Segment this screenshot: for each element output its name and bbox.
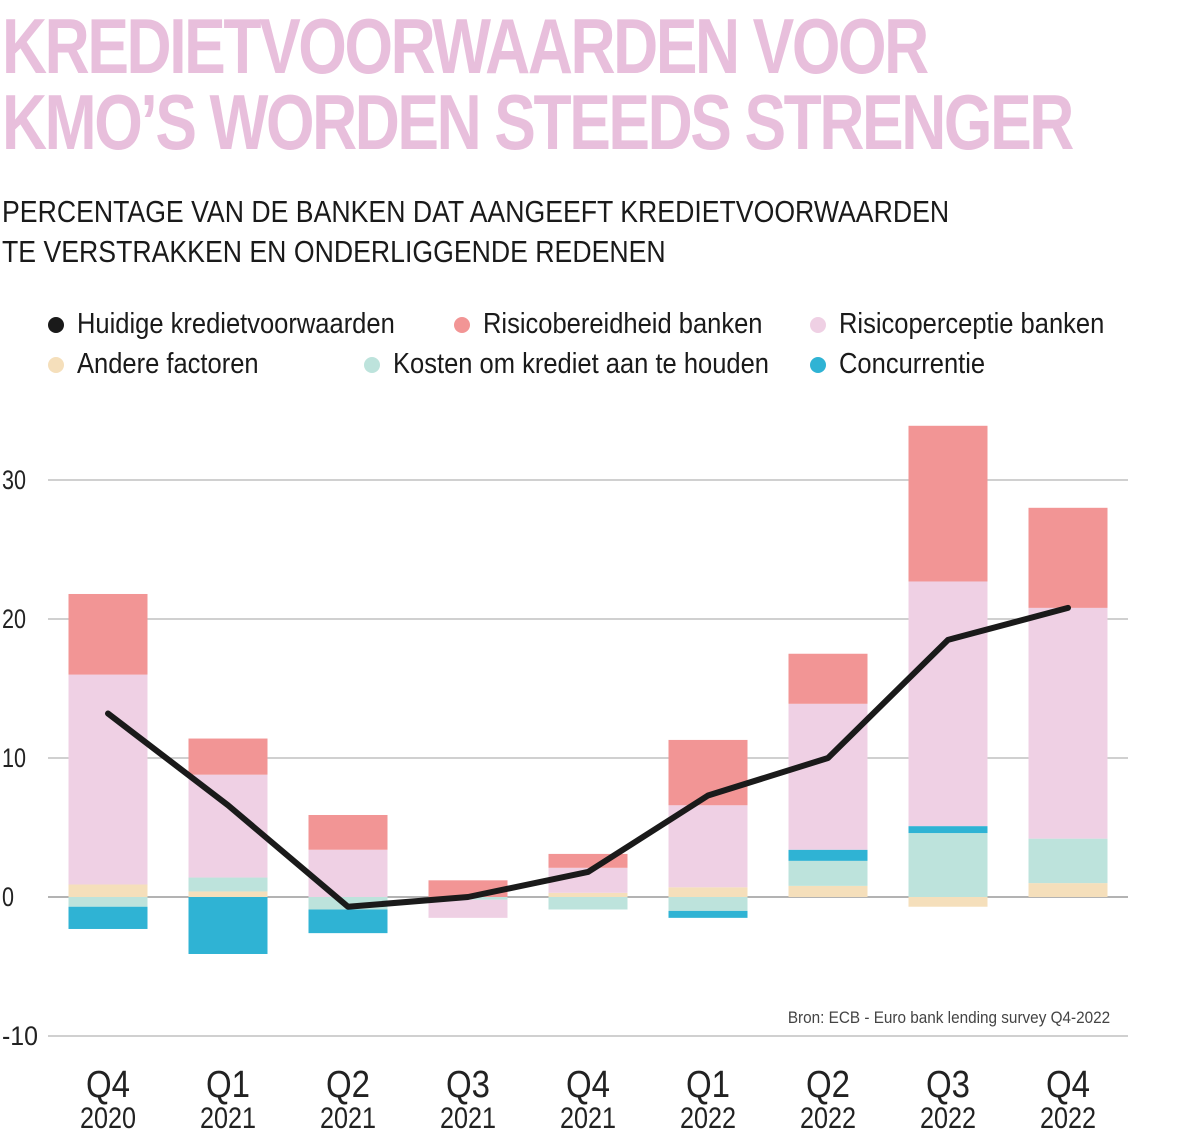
bar-segment-kosten-om-krediet-aan-te-houden — [548, 897, 628, 910]
bar-segment-risicoperceptie-banken — [68, 674, 148, 885]
x-tick-label-year: 2022 — [920, 1102, 976, 1135]
bar-segment-risicobereidheid-banken — [788, 653, 868, 704]
bar-segment-concurrentie — [668, 910, 748, 918]
chart-title: KREDIETVOORWAARDEN VOOR KMO’S WORDEN STE… — [2, 2, 1074, 166]
legend-swatch-concurrentie — [810, 356, 826, 373]
bar-segment-risicobereidheid-banken — [308, 814, 388, 850]
bar-segment-risicobereidheid-banken — [188, 738, 268, 775]
x-tick-label-quarter: Q2 — [326, 1064, 370, 1106]
bar-segment-kosten-om-krediet-aan-te-houden — [788, 860, 868, 886]
chart-title-line-2: KMO’S WORDEN STEEDS STRENGER — [2, 78, 1074, 166]
legend-item-concurrentie: Concurrentie — [810, 348, 1005, 381]
bar-segment-andere-factoren — [548, 892, 628, 897]
x-tick-label-quarter: Q1 — [206, 1064, 250, 1106]
x-tick-label-year: 2021 — [320, 1102, 376, 1135]
x-tick-label-year: 2020 — [80, 1102, 136, 1135]
bar-segment-andere-factoren — [68, 884, 148, 897]
x-tick-label-year: 2021 — [200, 1102, 256, 1135]
chart-subtitle: PERCENTAGE VAN DE BANKEN DAT AANGEEFT KR… — [2, 192, 949, 272]
bar-segment-risicoperceptie-banken — [428, 899, 508, 918]
bar-segment-kosten-om-krediet-aan-te-houden — [68, 897, 148, 907]
bar-segment-risicoperceptie-banken — [788, 703, 868, 850]
y-tick-label: 30 — [2, 465, 26, 495]
x-tick-label-year: 2021 — [560, 1102, 616, 1135]
bar-segment-concurrentie — [188, 897, 268, 954]
legend-swatch-huidige-kredietvoorwaarden — [48, 316, 64, 333]
bar-segment-andere-factoren — [908, 897, 988, 907]
x-tick-label-year: 2022 — [1040, 1102, 1096, 1135]
legend-swatch-risicoperceptie-banken — [810, 316, 826, 333]
legend-swatch-andere-factoren — [48, 356, 64, 373]
legend-label-kosten-om-krediet: Kosten om krediet aan te houden — [393, 348, 769, 380]
bar-segment-risicobereidheid-banken — [908, 425, 988, 582]
legend-item-risicobereidheid-banken: Risicobereidheid banken — [454, 308, 801, 341]
source-note: Bron: ECB - Euro bank lending survey Q4-… — [787, 1008, 1110, 1027]
x-tick-label-quarter: Q4 — [1046, 1064, 1090, 1106]
y-tick-label: 0 — [2, 882, 14, 912]
bar-segment-concurrentie — [308, 909, 388, 934]
bar-segment-risicobereidheid-banken — [68, 593, 148, 675]
bar-segment-concurrentie — [908, 826, 988, 834]
legend-swatch-risicobereidheid-banken — [454, 316, 470, 333]
x-tick-label-year: 2022 — [800, 1102, 856, 1135]
y-tick-label: -10 — [2, 1021, 38, 1051]
legend-label-huidige-kredietvoorwaarden: Huidige kredietvoorwaarden — [77, 308, 395, 340]
y-tick-label: 10 — [2, 743, 26, 773]
bar-segment-andere-factoren — [788, 885, 868, 897]
chart-legend: Huidige kredietvoorwaarden Risicobereidh… — [48, 308, 1168, 392]
bar-segment-kosten-om-krediet-aan-te-houden — [188, 877, 268, 892]
y-tick-label: 20 — [2, 604, 26, 634]
bar-segment-kosten-om-krediet-aan-te-houden — [1028, 838, 1108, 884]
legend-label-andere-factoren: Andere factoren — [77, 348, 259, 380]
bar-segment-risicoperceptie-banken — [308, 849, 388, 897]
legend-item-andere-factoren: Andere factoren — [48, 348, 283, 381]
legend-swatch-kosten-om-krediet — [364, 356, 380, 373]
x-tick-label-quarter: Q4 — [566, 1064, 610, 1106]
bar-segment-concurrentie — [788, 849, 868, 861]
bar-segment-risicoperceptie-banken — [1028, 607, 1108, 839]
bar-segment-risicoperceptie-banken — [908, 581, 988, 827]
x-tick-label-quarter: Q1 — [686, 1064, 730, 1106]
bar-segment-kosten-om-krediet-aan-te-houden — [668, 897, 748, 911]
bar-segment-kosten-om-krediet-aan-te-houden — [908, 833, 988, 897]
x-tick-label-year: 2021 — [440, 1102, 496, 1135]
bar-segment-andere-factoren — [668, 887, 748, 897]
bar-segment-concurrentie — [68, 906, 148, 929]
legend-label-concurrentie: Concurrentie — [839, 348, 986, 380]
bar-segment-andere-factoren — [1028, 883, 1108, 897]
legend-item-risicoperceptie-banken: Risicoperceptie banken — [810, 308, 1140, 341]
x-tick-label-quarter: Q4 — [86, 1064, 130, 1106]
chart-subtitle-line-2: TE VERSTRAKKEN EN ONDERLIGGENDE REDENEN — [2, 234, 666, 269]
bar-segment-andere-factoren — [188, 891, 268, 897]
bar-segment-risicobereidheid-banken — [1028, 507, 1108, 608]
x-tick-label-quarter: Q3 — [446, 1064, 490, 1106]
bar-segment-risicoperceptie-banken — [668, 805, 748, 888]
chart-subtitle-line-1: PERCENTAGE VAN DE BANKEN DAT AANGEEFT KR… — [2, 194, 950, 229]
stacked-bar-line-chart: -100102030Q42020Q12021Q22021Q32021Q42021… — [2, 425, 1128, 1135]
legend-label-risicoperceptie-banken: Risicoperceptie banken — [839, 308, 1105, 340]
chart-title-line-1: KREDIETVOORWAARDEN VOOR — [2, 2, 929, 90]
x-tick-label-quarter: Q2 — [806, 1064, 850, 1106]
x-tick-label-quarter: Q3 — [926, 1064, 970, 1106]
legend-label-risicobereidheid-banken: Risicobereidheid banken — [483, 308, 763, 340]
x-tick-label-year: 2022 — [680, 1102, 736, 1135]
legend-item-huidige-kredietvoorwaarden: Huidige kredietvoorwaarden — [48, 308, 438, 341]
legend-item-kosten-om-krediet: Kosten om krediet aan te houden — [364, 348, 820, 381]
